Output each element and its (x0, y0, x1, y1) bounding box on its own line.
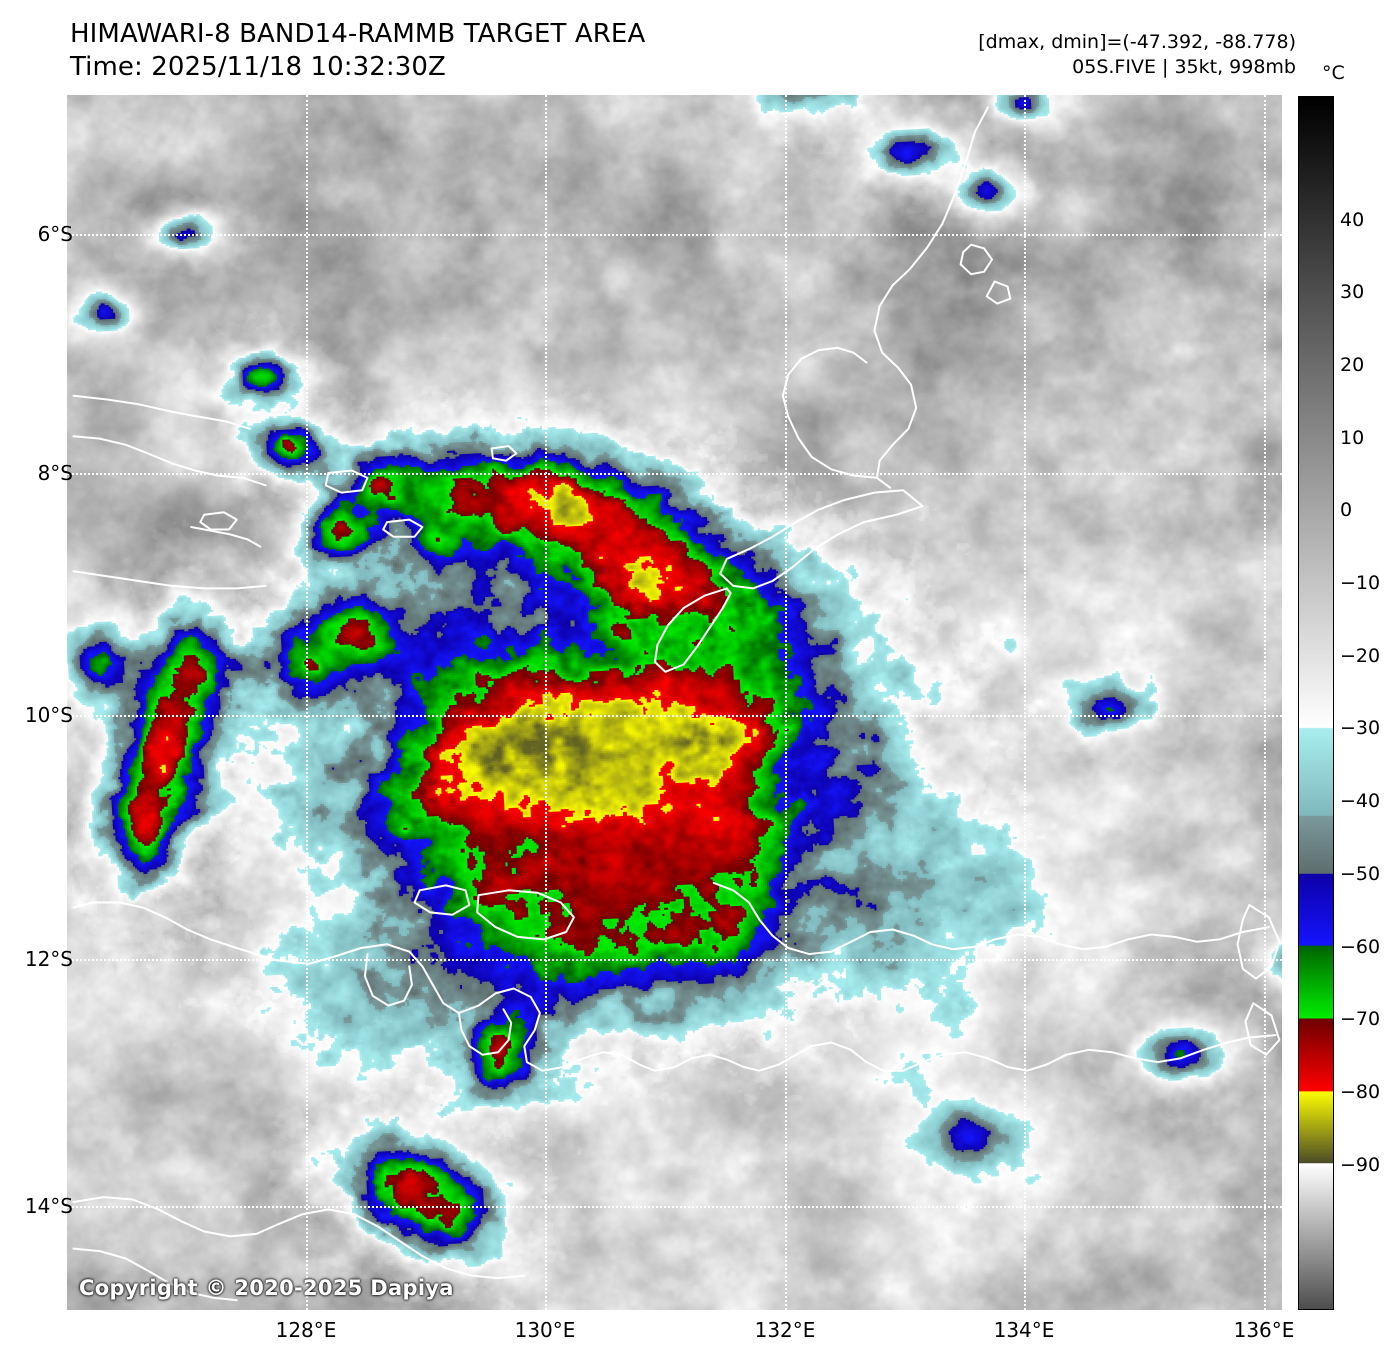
gridline-lon-3 (1024, 95, 1026, 1310)
lon-tick-label: 134°E (993, 1318, 1055, 1342)
gridline-lat-4 (67, 1206, 1282, 1208)
gridline-lat-0 (67, 234, 1282, 236)
gridline-lat-3 (67, 959, 1282, 961)
dminmax-readout: [dmax, dmin]=(-47.392, -88.778) (978, 31, 1296, 53)
colorbar-gradient (1298, 96, 1334, 1310)
satellite-imagery-plot[interactable]: Copyright © 2020-2025 Dapiya (67, 95, 1282, 1310)
coastline-segment-10 (190, 526, 262, 548)
coastline-segment-13 (382, 518, 424, 538)
coastline-segment-17 (72, 901, 238, 949)
coastline-segment-3 (781, 346, 878, 479)
gridline-lon-4 (1264, 95, 1266, 1310)
gridline-lon-1 (545, 95, 547, 1310)
timestamp-line: Time: 2025/11/18 10:32:30Z (70, 52, 446, 83)
storm-info: 05S.FIVE | 35kt, 998mb (1072, 55, 1296, 78)
lon-tick-label: 136°E (1233, 1318, 1295, 1342)
coastline-segment-20 (476, 889, 575, 941)
page-title: HIMAWARI-8 BAND14-RAMMB TARGET AREA (70, 19, 646, 49)
colorbar-tick: −90 (1340, 1153, 1381, 1176)
lat-tick-label: 10°S (24, 703, 73, 727)
colorbar-tick: −20 (1340, 644, 1381, 667)
coastline-segment-14 (199, 511, 238, 531)
colorbar-tick: −80 (1340, 1080, 1381, 1103)
coastline-segment-9 (72, 435, 267, 487)
coastline-segment-4 (959, 243, 993, 276)
coastline-segment-16 (235, 943, 1277, 1072)
coastline-segment-21 (413, 884, 471, 916)
gridline-lon-0 (306, 95, 308, 1310)
colorbar-tick: −40 (1340, 790, 1381, 813)
coastline-segment-0 (719, 489, 924, 590)
gridline-lon-2 (785, 95, 787, 1310)
colorbar-tick: 40 (1340, 208, 1365, 231)
coastline-segment-19 (363, 953, 413, 1007)
lat-tick-label: 14°S (24, 1194, 73, 1218)
header-title-block: HIMAWARI-8 BAND14-RAMMB TARGET AREA Time… (70, 18, 645, 85)
coastline-segment-8 (72, 394, 251, 430)
colorbar-tick: 0 (1340, 499, 1353, 522)
temperature-colorbar[interactable] (1298, 96, 1334, 1310)
colorbar-tick: −30 (1340, 717, 1381, 740)
lon-tick-label: 130°E (514, 1318, 576, 1342)
coastline-segment-2 (873, 106, 989, 489)
coastline-segment-11 (72, 570, 267, 590)
coastline-segment-18 (457, 1008, 513, 1056)
coastline-segment-5 (985, 280, 1012, 305)
coastline-segment-22 (72, 1196, 526, 1280)
lat-tick-label: 12°S (24, 947, 73, 971)
coastline-segment-7 (1244, 1002, 1281, 1056)
lon-tick-label: 132°E (754, 1318, 816, 1342)
colorbar-tick: −50 (1340, 862, 1381, 885)
copyright-notice: Copyright © 2020-2025 Dapiya (79, 1276, 454, 1300)
lat-tick-label: 6°S (37, 222, 73, 246)
header-meta-block: [dmax, dmin]=(-47.392, -88.778) 05S.FIVE… (978, 30, 1296, 79)
colorbar-unit-label: °C (1322, 62, 1345, 84)
colorbar-tick: −60 (1340, 935, 1381, 958)
lon-tick-label: 128°E (275, 1318, 337, 1342)
gridline-lat-2 (67, 715, 1282, 717)
coastline-segment-1 (653, 587, 732, 673)
colorbar-tick: 10 (1340, 426, 1365, 449)
coastline-segment-12 (324, 469, 369, 494)
coastline-segment-23 (72, 1247, 238, 1302)
coastline-segment-15 (490, 445, 518, 462)
gridline-lat-1 (67, 473, 1282, 475)
colorbar-tick: 20 (1340, 353, 1365, 376)
colorbar-tick: −10 (1340, 572, 1381, 595)
lat-tick-label: 8°S (37, 461, 73, 485)
colorbar-tick: −70 (1340, 1008, 1381, 1031)
coastline-segment-6 (1236, 904, 1281, 980)
colorbar-tick: 30 (1340, 281, 1365, 304)
coastline-segment-24 (712, 881, 1270, 956)
lat-lon-gridlines (67, 95, 1282, 1310)
coastline-overlay (72, 106, 1281, 1302)
